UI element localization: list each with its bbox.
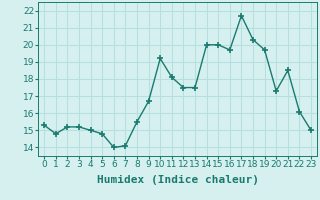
X-axis label: Humidex (Indice chaleur): Humidex (Indice chaleur) (97, 175, 259, 185)
